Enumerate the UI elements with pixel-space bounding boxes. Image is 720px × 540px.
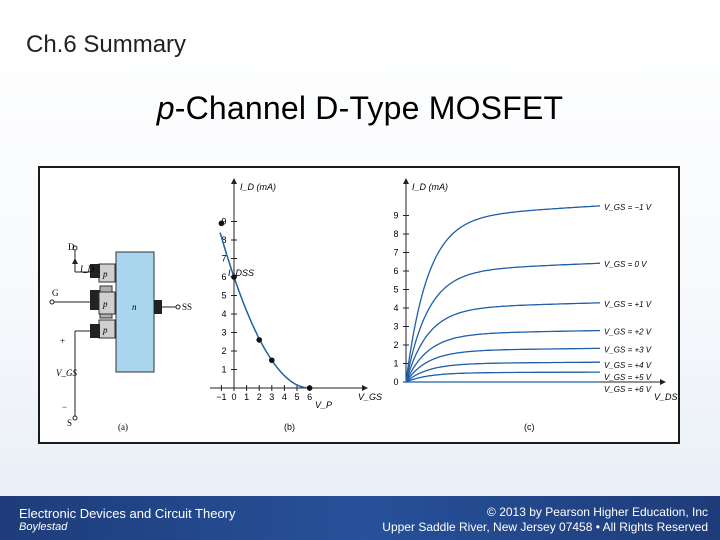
drain-curve <box>405 371 600 383</box>
drain-y-tick-label: 4 <box>393 303 398 313</box>
gate-terminal <box>49 299 55 305</box>
drain-x-label: V_DS <box>654 392 678 402</box>
drain-curve-label: V_GS = +5 V <box>604 373 652 382</box>
transfer-x-tick-label: 5 <box>294 392 299 402</box>
substrate-contact <box>154 300 162 314</box>
source-contact <box>90 324 100 338</box>
drain-curve <box>405 347 600 383</box>
transfer-point <box>231 274 237 280</box>
p-channel <box>98 291 116 315</box>
transfer-x-tick-label: 6 <box>307 392 312 402</box>
drain-y-label: I_D (mA) <box>412 182 448 192</box>
transfer-point <box>306 385 313 391</box>
drain-curve-label: V_GS = +4 V <box>604 361 652 370</box>
source-terminal <box>72 415 78 421</box>
drain-curve <box>405 361 600 383</box>
drain-y-tick-label: 0 <box>393 377 398 387</box>
transfer-curve <box>219 232 310 389</box>
footer-address: Upper Saddle River, New Jersey 07458 • A… <box>382 520 708 534</box>
footer-bar: Electronic Devices and Circuit Theory Bo… <box>0 496 720 540</box>
drain-y-tick-label: 9 <box>393 211 398 221</box>
transfer-x-tick-label: 2 <box>257 392 262 402</box>
label-drain: D <box>68 242 75 252</box>
label-gate: G <box>52 288 59 298</box>
drain-y-tick-label: 3 <box>393 322 398 332</box>
drain-curve-label: V_GS = +1 V <box>604 300 652 309</box>
transfer-idss-label: I_DSS <box>228 268 254 278</box>
transfer-point <box>218 220 225 227</box>
caption-a: (a) <box>118 422 128 432</box>
label-id: I_D <box>79 264 94 274</box>
transfer-point <box>269 357 275 364</box>
drain-curve-label: V_GS = +3 V <box>604 345 652 354</box>
drain-curve-label: V_GS = −1 V <box>604 203 652 212</box>
transfer-y-tick-label: 8 <box>221 235 226 245</box>
transfer-vp-label: V_P <box>315 400 332 410</box>
drain-curve <box>405 262 601 383</box>
transfer-point <box>256 337 262 343</box>
transfer-x-tick-label: 1 <box>244 392 249 402</box>
drain-contact <box>90 264 100 278</box>
transfer-x-tick-label: −1 <box>216 392 226 402</box>
caption-c: (c) <box>524 422 535 432</box>
drain-curve-label: V_GS = +2 V <box>604 328 652 337</box>
label-n: n <box>132 302 137 312</box>
transfer-y-tick-label: 5 <box>221 291 226 301</box>
transfer-y-tick-label: 3 <box>221 328 226 338</box>
transfer-x-tick-label: 0 <box>231 392 236 402</box>
drain-y-tick-label: 1 <box>393 359 398 369</box>
label-source: S <box>67 418 72 428</box>
gate-contact <box>90 290 100 310</box>
drain-y-tick-label: 2 <box>393 340 398 350</box>
transfer-y-tick-label: 4 <box>221 309 226 319</box>
transfer-x-label: V_GS <box>358 392 382 402</box>
title-rest: -Channel D-Type MOSFET <box>174 90 564 126</box>
footer-copyright: © 2013 by Pearson Higher Education, Inc <box>487 505 708 519</box>
transfer-x-tick-label: 4 <box>282 392 287 402</box>
footer-author: Boylestad <box>19 521 68 533</box>
transfer-y-tick-label: 9 <box>221 217 226 227</box>
transfer-y-tick-label: 2 <box>221 346 226 356</box>
drain-y-arrowhead <box>403 178 409 184</box>
figure-svg: D G S SS I_D V_GS + − p p p n (a) I_D (m… <box>49 178 678 432</box>
transfer-x-tick-label: 3 <box>269 392 274 402</box>
transfer-x-arrowhead <box>362 385 368 391</box>
drain-x-arrowhead <box>660 379 666 385</box>
caption-b: (b) <box>284 422 295 432</box>
transfer-y-tick-label: 1 <box>221 365 226 375</box>
drain-y-tick-label: 6 <box>393 266 398 276</box>
mosfet-figure: D G S SS I_D V_GS + − p p p n (a) I_D (m… <box>38 166 680 444</box>
transfer-y-tick-label: 7 <box>221 254 226 264</box>
id-arrowhead <box>72 258 78 264</box>
label-vgs: V_GS <box>56 368 77 378</box>
label-p-mid: p <box>102 299 108 309</box>
device-diagram: D G S SS I_D V_GS + − p p p n (a) <box>49 242 192 432</box>
drain-curve <box>405 205 601 383</box>
n-substrate <box>115 251 155 373</box>
drain-terminal <box>72 245 78 251</box>
drain-chart: I_D (mA) V_DS (c) 0 1 2 3 4 5 6 7 8 9 V_GS = −1 V V… <box>393 178 678 432</box>
label-p-top: p <box>102 269 108 279</box>
slide-label: Ch.6 Summary <box>26 31 187 58</box>
slide-title: p-Channel D-Type MOSFET <box>0 90 720 127</box>
label-substrate: SS <box>182 302 192 312</box>
title-italic-p: p <box>156 90 175 126</box>
label-plus: + <box>60 336 65 346</box>
drain-curve <box>405 302 601 383</box>
drain-y-tick-label: 7 <box>393 248 398 258</box>
substrate-terminal <box>175 304 181 310</box>
drain-y-tick-label: 5 <box>393 285 398 295</box>
transfer-y-label: I_D (mA) <box>240 182 276 192</box>
transfer-y-tick-label: 6 <box>221 272 226 282</box>
footer-book-title: Electronic Devices and Circuit Theory <box>19 506 236 521</box>
drain-curve-label: V_GS = 0 V <box>604 260 647 269</box>
label-p-bottom: p <box>102 325 108 335</box>
transfer-y-arrowhead <box>231 178 237 184</box>
label-minus: − <box>62 402 67 412</box>
drain-y-tick-label: 8 <box>393 229 398 239</box>
drain-curve <box>405 329 601 383</box>
drain-curve-label: V_GS = +6 V <box>604 385 652 394</box>
